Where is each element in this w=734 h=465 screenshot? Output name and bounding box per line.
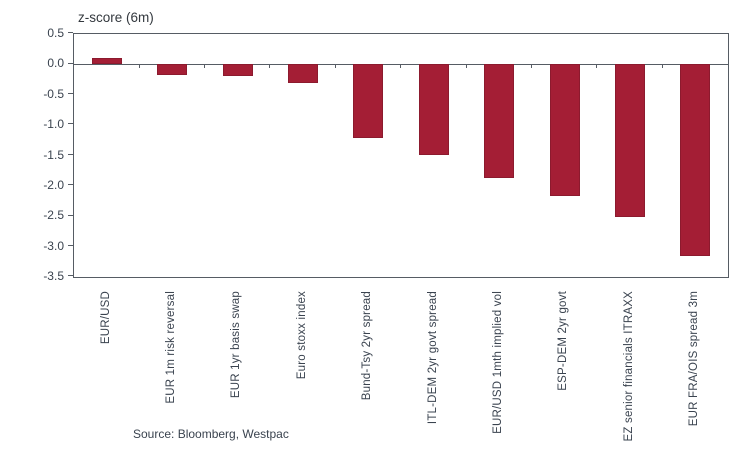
x-axis-category-label: Bund-Tsy 2yr spread: [361, 291, 374, 401]
x-axis-category: ITL-DEM 2yr govt spread: [400, 291, 465, 424]
bar: [418, 64, 449, 155]
x-axis-category: Bund-Tsy 2yr spread: [335, 291, 400, 400]
x-axis-tick: [531, 64, 533, 69]
bar: [614, 64, 645, 218]
bar: [287, 64, 318, 84]
x-axis-tick: [400, 64, 402, 69]
bar: [353, 64, 384, 138]
chart-title: z-score (6m): [78, 10, 154, 25]
y-axis-tick: [68, 123, 73, 125]
x-axis-category: Euro stoxx index: [269, 291, 334, 379]
y-axis-tick-label: -1.5: [43, 147, 64, 162]
x-axis-category: EUR FRA/OIS spread 3m: [662, 291, 727, 426]
bar: [484, 64, 515, 178]
x-axis-category: EUR/USD: [73, 291, 138, 344]
x-axis-tick: [204, 64, 206, 69]
x-axis-category-label: EZ senior financials ITRAXX: [622, 291, 635, 442]
y-axis-tick-label: 0.5: [47, 26, 64, 40]
source-note: Source: Bloomberg, Westpac: [133, 427, 289, 441]
y-axis-tick-label: -2.5: [43, 208, 64, 223]
x-axis-tick: [661, 64, 663, 69]
bar: [549, 64, 580, 197]
x-axis-category: EUR 1m risk reversal: [138, 291, 203, 404]
y-axis-tick: [68, 244, 73, 246]
y-axis-tick-label: -3.0: [43, 238, 64, 253]
x-axis-category: EUR 1yr basis swap: [204, 291, 269, 398]
bar: [91, 58, 122, 65]
x-axis-category: ESP-DEM 2yr govt: [531, 291, 596, 391]
plot-area: [73, 33, 729, 278]
bar: [680, 64, 711, 257]
x-axis-category-label: EUR FRA/OIS spread 3m: [688, 291, 701, 427]
x-axis-category-label: EUR 1m risk reversal: [165, 291, 178, 404]
x-axis-tick: [596, 64, 598, 69]
x-axis-category-label: EUR/USD: [99, 291, 112, 345]
y-axis-tick-label: -3.5: [43, 269, 64, 283]
bar: [157, 64, 188, 76]
x-axis-category-label: Euro stoxx index: [295, 291, 308, 380]
x-axis-category: EUR/USD 1mth implied vol: [465, 291, 530, 434]
y-axis-tick: [68, 184, 73, 186]
x-axis-tick: [334, 64, 336, 69]
x-axis-category: EZ senior financials ITRAXX: [596, 291, 661, 441]
x-axis-category-label: EUR/USD 1mth implied vol: [492, 291, 505, 434]
y-axis-tick: [68, 62, 73, 64]
y-axis-tick: [68, 275, 73, 277]
x-axis-tick: [465, 64, 467, 69]
y-axis-tick-label: -2.0: [43, 177, 64, 192]
x-axis-tick: [138, 64, 140, 69]
y-axis-tick-label: -1.0: [43, 117, 64, 132]
x-axis-category-label: ITL-DEM 2yr govt spread: [426, 291, 439, 425]
y-axis-tick: [68, 214, 73, 216]
x-axis-category-label: EUR 1yr basis swap: [230, 291, 243, 399]
y-axis-tick-label: 0.0: [47, 56, 64, 71]
y-axis-tick-label: -0.5: [43, 86, 64, 101]
x-axis-category-label: ESP-DEM 2yr govt: [557, 291, 570, 391]
y-axis-tick: [68, 32, 73, 34]
x-axis-tick: [269, 64, 271, 69]
x-axis-zero-line: [74, 63, 728, 65]
y-axis-tick: [68, 93, 73, 94]
y-axis-tick: [68, 153, 73, 155]
bar: [222, 64, 253, 76]
